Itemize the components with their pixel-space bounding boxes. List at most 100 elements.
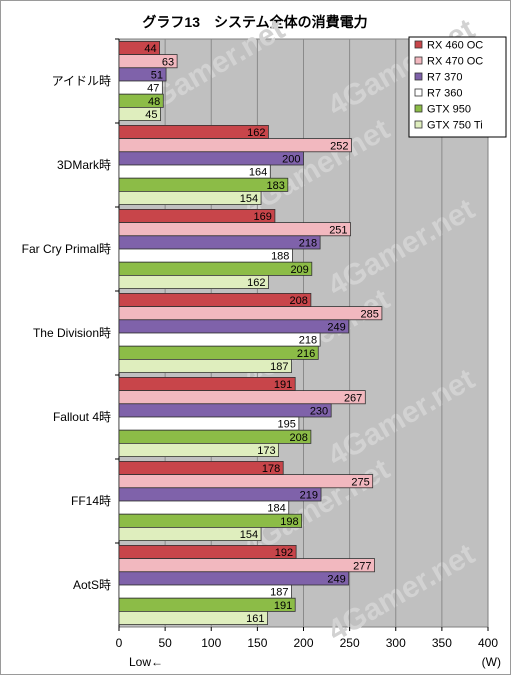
bar-value-label: 161 <box>246 613 264 625</box>
chart-legend: RX 460 OC RX 470 OC R7 370 R7 360 GTX 950 GTX… <box>408 36 507 138</box>
x-tick-label: 0 <box>116 636 123 650</box>
chart-title: グラフ13 システム全体の消費電力 <box>142 14 367 30</box>
bar <box>118 571 350 586</box>
bar <box>118 611 268 626</box>
bar <box>118 513 303 528</box>
bar-value-label: 154 <box>240 529 258 541</box>
category-label: 3DMark時 <box>57 158 111 172</box>
bar-value-label: 45 <box>145 109 157 121</box>
bar <box>118 429 312 444</box>
legend-label: R7 360 <box>427 88 462 100</box>
bar <box>118 416 300 431</box>
bar <box>118 222 351 237</box>
category-label: Fallout 4時 <box>53 410 111 424</box>
bar-value-label: 198 <box>280 516 298 528</box>
bar-value-label: 208 <box>290 432 308 444</box>
bar <box>118 125 269 140</box>
category-label: AotS時 <box>73 578 111 592</box>
bar <box>118 584 292 599</box>
bar-value-label: 230 <box>310 406 328 418</box>
x-tick-label: 100 <box>201 636 221 650</box>
bar-value-label: 216 <box>297 348 315 360</box>
x-tick-label: 350 <box>432 636 452 650</box>
bar <box>118 292 312 307</box>
legend-label: RX 460 OC <box>427 40 483 52</box>
bar <box>118 527 262 542</box>
bar <box>118 597 296 612</box>
bar-value-label: 218 <box>299 335 317 347</box>
bar-value-label: 275 <box>351 476 369 488</box>
bar <box>118 460 284 475</box>
bar-value-label: 63 <box>162 56 174 68</box>
bar-value-label: 208 <box>290 295 308 307</box>
bar-value-label: 209 <box>290 264 308 276</box>
bar <box>118 558 375 573</box>
bar-value-label: 187 <box>270 361 288 373</box>
bar-value-label: 187 <box>270 587 288 599</box>
bar-value-label: 195 <box>278 419 296 431</box>
x-tick-label: 150 <box>247 636 267 650</box>
bar-value-label: 162 <box>247 127 265 139</box>
legend-swatch <box>414 72 423 81</box>
bar-value-label: 267 <box>344 392 362 404</box>
x-tick-label: 250 <box>340 636 360 650</box>
legend-label: GTX 750 Ti <box>427 120 483 132</box>
bar-value-label: 249 <box>327 574 345 586</box>
bar <box>118 248 293 263</box>
bar-value-label: 249 <box>327 322 345 334</box>
legend-swatch <box>414 40 423 49</box>
legend-swatch <box>414 104 423 113</box>
category-label: The Division時 <box>33 326 111 340</box>
bar <box>118 442 279 457</box>
category-label: アイドル時 <box>52 74 111 88</box>
bar-value-label: 218 <box>299 238 317 250</box>
bar <box>118 164 271 179</box>
category-label: Far Cry Primal時 <box>22 242 111 256</box>
x-tick-label: 50 <box>158 636 172 650</box>
bar <box>118 332 321 347</box>
bar-value-label: 219 <box>300 490 318 502</box>
bar <box>118 261 313 276</box>
bar <box>118 208 276 223</box>
bar-value-label: 192 <box>275 547 293 559</box>
legend-label: GTX 950 <box>427 104 471 116</box>
legend-box <box>408 36 507 138</box>
bar-value-label: 200 <box>282 154 300 166</box>
bar <box>118 319 350 334</box>
bar <box>118 274 269 289</box>
bar <box>118 500 290 515</box>
bar-value-label: 47 <box>147 83 159 95</box>
bar <box>118 151 304 166</box>
bar-value-label: 178 <box>262 463 280 475</box>
x-tick-label: 300 <box>386 636 406 650</box>
bar-value-label: 164 <box>249 167 267 179</box>
bar-value-label: 188 <box>271 251 289 263</box>
bar <box>118 177 289 192</box>
bar <box>118 235 321 250</box>
bar-value-label: 251 <box>329 224 347 236</box>
legend-swatch <box>414 88 423 97</box>
category-labels: アイドル時 3DMark時 Far Cry Primal時 The Division時… <box>22 38 119 592</box>
x-tick-label: 200 <box>293 636 313 650</box>
bar-value-label: 48 <box>148 96 160 108</box>
bar <box>118 403 332 418</box>
bar-value-label: 173 <box>257 445 275 457</box>
bar-value-label: 154 <box>240 193 258 205</box>
legend-label: RX 470 OC <box>427 56 483 68</box>
bar-value-label: 191 <box>274 600 292 612</box>
legend-label: R7 370 <box>427 72 462 84</box>
bar <box>118 107 161 122</box>
bar-value-label: 184 <box>267 503 285 515</box>
category-label: FF14時 <box>71 494 111 508</box>
bar-value-label: 51 <box>151 70 163 82</box>
legend-swatch <box>414 56 423 65</box>
bar <box>118 345 319 360</box>
bar-value-label: 162 <box>247 277 265 289</box>
bar-value-label: 277 <box>353 560 371 572</box>
bar <box>118 358 292 373</box>
bar-value-label: 169 <box>254 211 272 223</box>
bar <box>118 487 322 502</box>
bar <box>118 190 262 205</box>
